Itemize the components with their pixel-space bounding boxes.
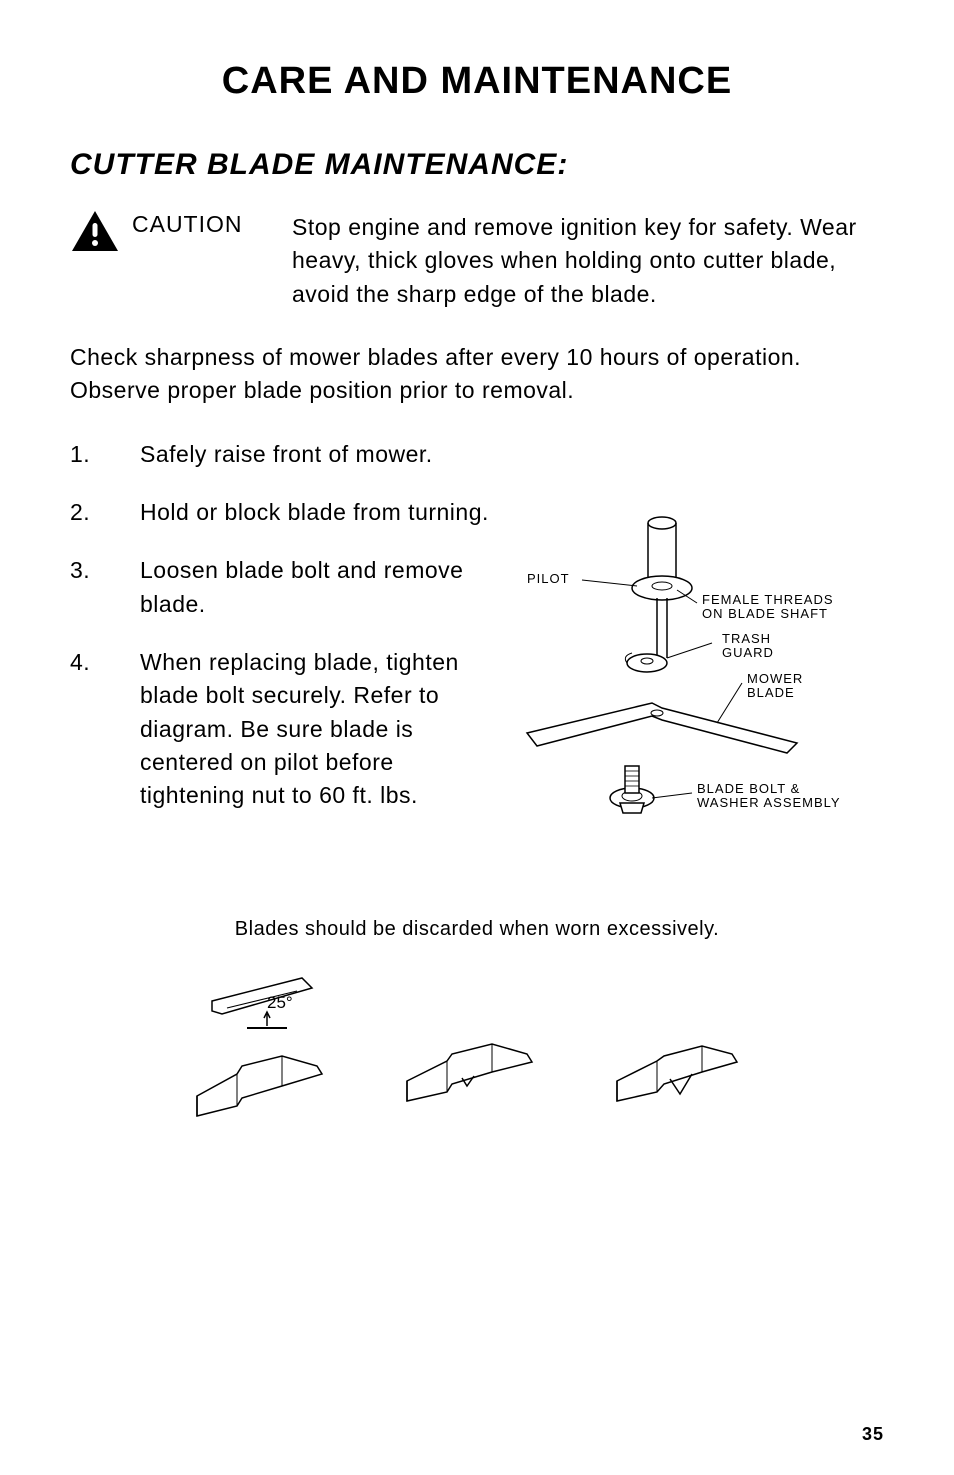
angle-label: 25° [267, 993, 293, 1012]
steps-column: 1. Safely raise front of mower. 2. Hold … [70, 438, 490, 838]
page-title: CARE AND MAINTENANCE [70, 60, 884, 103]
section-subtitle: CUTTER BLADE MAINTENANCE: [70, 148, 884, 182]
blade-figure-new: 25° [182, 966, 352, 1136]
step-text: When replacing blade, tighten blade bolt… [140, 646, 490, 813]
diagram-label-guard: GUARD [722, 645, 774, 660]
step-text: Safely raise front of mower. [140, 438, 490, 471]
step-number: 1. [70, 438, 140, 471]
diagram-label-pilot: PILOT [527, 571, 570, 586]
step-number: 3. [70, 554, 140, 621]
caution-block: CAUTION Stop engine and remove ignition … [70, 207, 884, 311]
step-item: 1. Safely raise front of mower. [70, 438, 490, 471]
diagram-label-bolt2: WASHER ASSEMBLY [697, 795, 841, 810]
diagram-label-bolt1: BLADE BOLT & [697, 781, 800, 796]
blade-wear-figures: 25° [70, 966, 884, 1136]
page-number: 35 [862, 1424, 884, 1445]
diagram-label-blade: BLADE [747, 685, 795, 700]
blades-discard-note: Blades should be discarded when worn exc… [70, 918, 884, 941]
step-text: Loosen blade bolt and remove blade. [140, 554, 490, 621]
step-text: Hold or block blade from turning. [140, 496, 490, 529]
step-number: 2. [70, 496, 140, 529]
step-item: 2. Hold or block blade from turning. [70, 496, 490, 529]
diagram-label-mower: MOWER [747, 671, 803, 686]
blade-figure-very-worn [602, 966, 772, 1136]
blade-figure-worn [392, 966, 562, 1136]
caution-label: CAUTION [132, 207, 292, 238]
step-item: 3. Loosen blade bolt and remove blade. [70, 554, 490, 621]
diagram-label-on-blade-shaft: ON BLADE SHAFT [702, 606, 828, 621]
caution-text: Stop engine and remove ignition key for … [292, 207, 884, 311]
intro-text: Check sharpness of mower blades after ev… [70, 341, 884, 408]
diagram-label-female-threads: FEMALE THREADS [702, 592, 834, 607]
assembly-diagram: PILOT FEMALE THREADS ON BLADE SHAFT TRAS… [490, 438, 884, 868]
warning-icon [70, 209, 120, 253]
diagram-label-trash: TRASH [722, 631, 771, 646]
step-number: 4. [70, 646, 140, 813]
step-item: 4. When replacing blade, tighten blade b… [70, 646, 490, 813]
